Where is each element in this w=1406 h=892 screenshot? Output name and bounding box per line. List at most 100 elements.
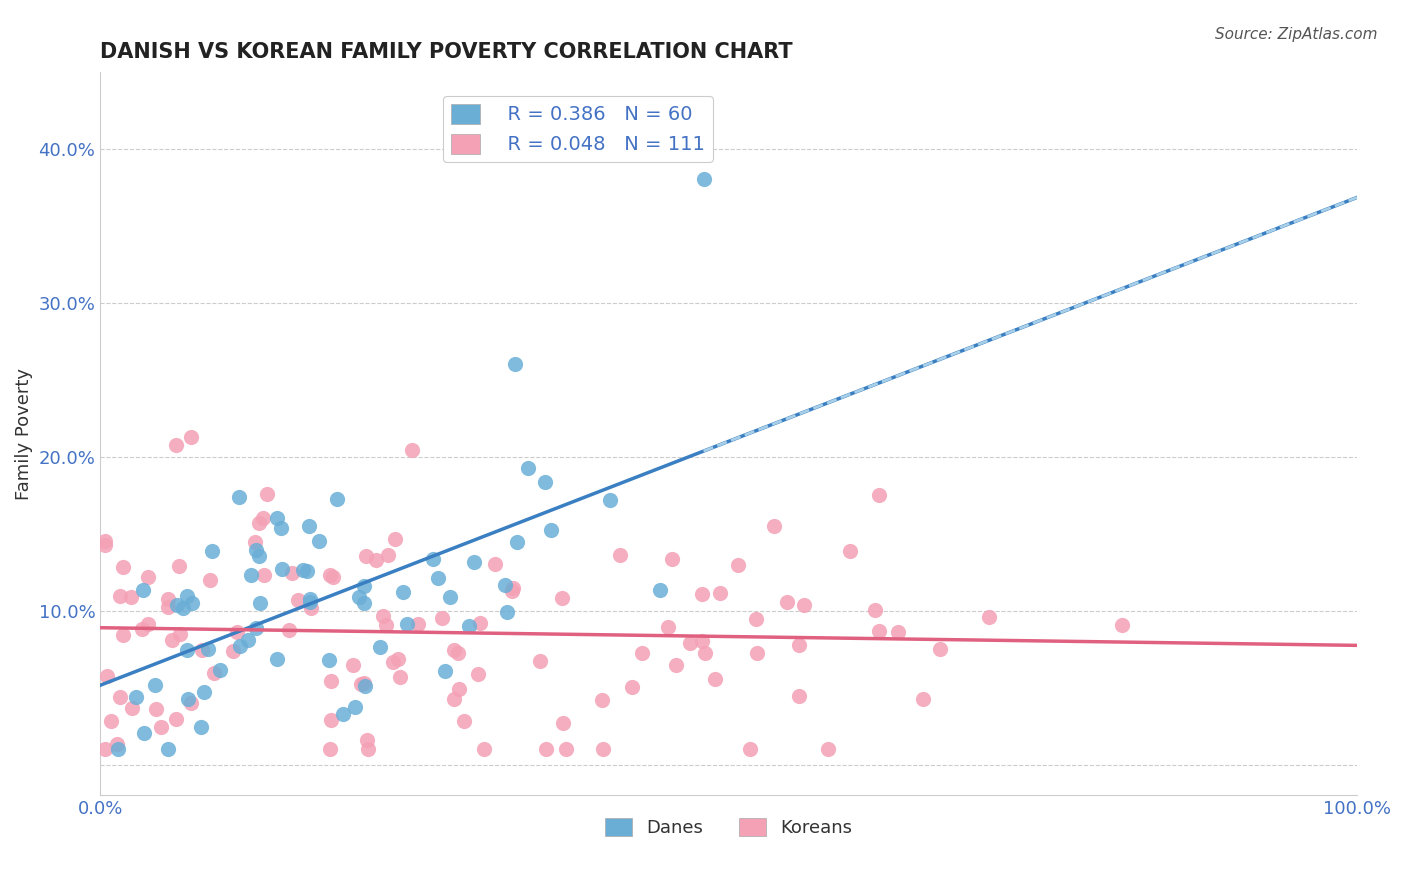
Point — [271, 562, 294, 576]
Point — [343, 699, 366, 714]
Point — [868, 624, 890, 638]
Point — [156, 599, 179, 614]
Point — [657, 620, 679, 634]
Point — [401, 443, 423, 458]
Point — [551, 591, 574, 606]
Point — [143, 678, 166, 692]
Point — [501, 583, 523, 598]
Point — [495, 605, 517, 619]
Point — [353, 676, 375, 690]
Point — [256, 487, 278, 501]
Point — [94, 534, 117, 549]
Point — [245, 621, 267, 635]
Point — [166, 598, 188, 612]
Point — [661, 552, 683, 566]
Point — [198, 573, 221, 587]
Point — [287, 592, 309, 607]
Point — [136, 570, 159, 584]
Point — [447, 646, 470, 660]
Point — [353, 579, 375, 593]
Point — [375, 618, 398, 632]
Point — [665, 658, 688, 673]
Point — [96, 668, 118, 682]
Point — [439, 590, 461, 604]
Point — [366, 553, 388, 567]
Point — [332, 706, 354, 721]
Point — [209, 664, 232, 678]
Point — [107, 742, 129, 756]
Point — [503, 357, 526, 371]
Point — [108, 589, 131, 603]
Point — [252, 568, 274, 582]
Point — [621, 680, 644, 694]
Point — [298, 595, 321, 609]
Point — [350, 677, 373, 691]
Point — [406, 617, 429, 632]
Point — [467, 667, 489, 681]
Point — [136, 617, 159, 632]
Point — [370, 640, 392, 654]
Point — [93, 742, 115, 756]
Point — [468, 615, 491, 630]
Point — [704, 672, 727, 686]
Point — [793, 598, 815, 612]
Point — [551, 716, 574, 731]
Point — [453, 714, 475, 728]
Point — [239, 568, 262, 582]
Point — [353, 597, 375, 611]
Point — [177, 691, 200, 706]
Point — [292, 563, 315, 577]
Point — [157, 591, 180, 606]
Point — [354, 549, 377, 563]
Point — [426, 571, 449, 585]
Point — [124, 690, 146, 704]
Point — [709, 586, 731, 600]
Point — [149, 720, 172, 734]
Y-axis label: Family Poverty: Family Poverty — [15, 368, 32, 500]
Point — [695, 646, 717, 660]
Point — [839, 544, 862, 558]
Point — [554, 742, 576, 756]
Point — [776, 595, 799, 609]
Point — [131, 622, 153, 636]
Point — [342, 658, 364, 673]
Point — [270, 521, 292, 535]
Point — [727, 558, 749, 572]
Point — [94, 538, 117, 552]
Point — [434, 665, 457, 679]
Point — [299, 592, 322, 607]
Point — [132, 726, 155, 740]
Point — [202, 665, 225, 680]
Point — [347, 590, 370, 604]
Point — [100, 714, 122, 728]
Point — [197, 641, 219, 656]
Point — [502, 581, 524, 595]
Point — [887, 625, 910, 640]
Point — [245, 542, 267, 557]
Point — [463, 555, 485, 569]
Point — [382, 656, 405, 670]
Point — [221, 644, 243, 658]
Point — [422, 552, 444, 566]
Point — [181, 596, 204, 610]
Point — [787, 689, 810, 703]
Point — [308, 533, 330, 548]
Text: DANISH VS KOREAN FAMILY POVERTY CORRELATION CHART: DANISH VS KOREAN FAMILY POVERTY CORRELAT… — [100, 42, 793, 62]
Point — [167, 559, 190, 574]
Point — [591, 693, 613, 707]
Point — [506, 535, 529, 549]
Point — [592, 742, 614, 756]
Point — [322, 569, 344, 583]
Point — [121, 591, 143, 605]
Point — [787, 638, 810, 652]
Point — [229, 639, 252, 653]
Point — [162, 633, 184, 648]
Point — [692, 172, 714, 186]
Point — [356, 742, 378, 756]
Text: Source: ZipAtlas.com: Source: ZipAtlas.com — [1215, 27, 1378, 42]
Point — [392, 584, 415, 599]
Point — [111, 628, 134, 642]
Point — [762, 519, 785, 533]
Point — [165, 712, 187, 726]
Point — [443, 642, 465, 657]
